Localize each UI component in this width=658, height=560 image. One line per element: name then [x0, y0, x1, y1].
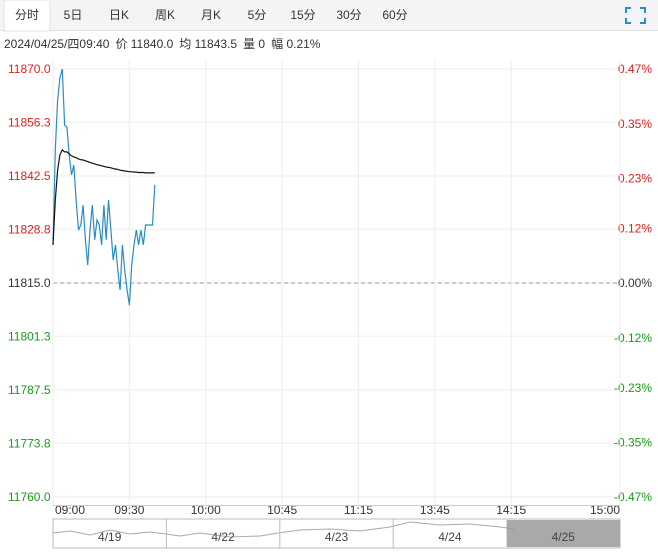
y-tick-label: 11773.8: [8, 436, 51, 450]
y-tick-label: 11870.0: [8, 62, 51, 76]
tab[interactable]: 5分: [248, 8, 267, 22]
tab[interactable]: 15分: [290, 8, 315, 22]
tab[interactable]: 日K: [109, 8, 129, 22]
x-tick-label: 10:45: [267, 503, 297, 517]
y-tick-label: 11842.5: [8, 169, 51, 183]
info-item: 幅 0.21%: [271, 36, 321, 51]
navigator-window[interactable]: [506, 520, 620, 547]
x-tick-label: 13:45: [420, 503, 450, 517]
tab[interactable]: 分时: [15, 8, 39, 22]
price-line: [52, 68, 156, 306]
tab[interactable]: 5日: [64, 8, 83, 22]
navigator-date: 4/19: [98, 530, 122, 544]
x-tick-label: 09:30: [114, 503, 144, 517]
y2-tick-label: 0.00%: [618, 276, 652, 290]
expand-icon[interactable]: [625, 7, 646, 24]
info-item: 2024/04/25/四09:40: [4, 37, 110, 51]
tab[interactable]: 周K: [155, 8, 175, 22]
x-tick-label: 11:15: [344, 503, 373, 517]
y-tick-label: 11828.8: [8, 222, 51, 236]
x-tick-label: 15:00: [590, 503, 620, 517]
navigator-date: 4/25: [552, 530, 576, 544]
x-tick-label: 09:00: [55, 503, 85, 517]
average-line: [52, 148, 155, 245]
navigator-date: 4/22: [211, 530, 235, 544]
y2-tick-label: -0.35%: [614, 436, 652, 450]
x-tick-label: 14:15: [496, 503, 526, 517]
tab[interactable]: 月K: [201, 8, 221, 22]
navigator-date: 4/23: [325, 530, 349, 544]
y-tick-label: 11801.3: [8, 329, 51, 343]
y2-tick-label: -0.47%: [614, 490, 652, 504]
y2-tick-label: 0.35%: [618, 117, 652, 131]
info-item: 均 11843.5: [179, 37, 237, 51]
tab[interactable]: 30分: [336, 8, 361, 22]
y2-tick-label: -0.23%: [614, 381, 652, 395]
navigator-date: 4/24: [438, 530, 462, 544]
y-tick-label: 11760.0: [8, 490, 51, 504]
navigator-sparkline: [52, 521, 516, 538]
y-tick-label: 11856.3: [8, 115, 51, 129]
info-item: 价 11840.0: [115, 37, 173, 51]
y2-tick-label: 0.23%: [618, 171, 652, 185]
y-tick-label: 11815.0: [8, 276, 51, 290]
y2-tick-label: -0.12%: [614, 331, 652, 345]
tab-bar: [0, 0, 658, 30]
tab[interactable]: 60分: [382, 8, 407, 22]
x-tick-label: 10:00: [191, 503, 221, 517]
info-item: 量 0: [243, 37, 265, 51]
y-tick-label: 11787.5: [8, 383, 51, 397]
tab-selected: [3, 0, 51, 32]
y2-tick-label: 0.12%: [618, 222, 652, 236]
y2-tick-label: 0.47%: [618, 62, 652, 76]
